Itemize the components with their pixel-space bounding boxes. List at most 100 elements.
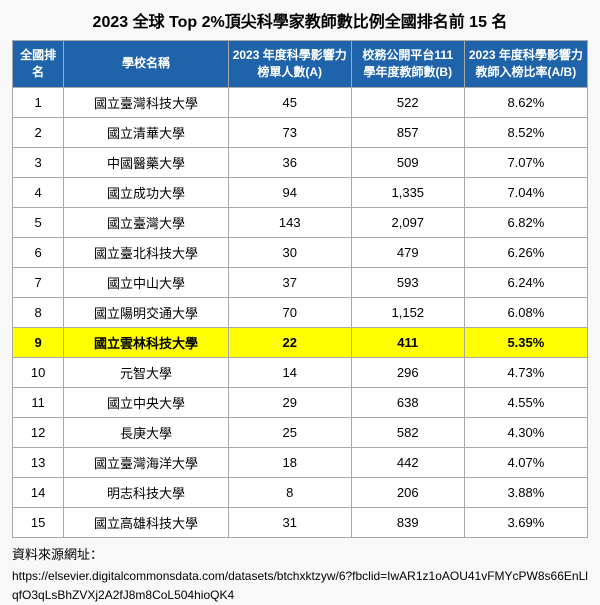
cell-ratio: 7.04%	[464, 177, 587, 207]
cell-name: 國立成功大學	[64, 177, 228, 207]
table-row: 10元智大學142964.73%	[13, 357, 588, 387]
table-row: 7國立中山大學375936.24%	[13, 267, 588, 297]
cell-a: 45	[228, 87, 351, 117]
cell-rank: 6	[13, 237, 64, 267]
cell-b: 839	[351, 507, 464, 537]
cell-b: 479	[351, 237, 464, 267]
cell-ratio: 4.73%	[464, 357, 587, 387]
cell-name: 長庚大學	[64, 417, 228, 447]
cell-name: 國立臺灣大學	[64, 207, 228, 237]
cell-a: 8	[228, 477, 351, 507]
table-row: 9國立雲林科技大學224115.35%	[13, 327, 588, 357]
header-ratio: 2023 年度科學影響力教師入榜比率(A/B)	[464, 41, 587, 88]
cell-name: 元智大學	[64, 357, 228, 387]
cell-b: 442	[351, 447, 464, 477]
table-row: 1國立臺灣科技大學455228.62%	[13, 87, 588, 117]
cell-name: 國立中山大學	[64, 267, 228, 297]
table-row: 11國立中央大學296384.55%	[13, 387, 588, 417]
cell-b: 638	[351, 387, 464, 417]
cell-a: 22	[228, 327, 351, 357]
cell-b: 857	[351, 117, 464, 147]
ranking-table: 全國排名 學校名稱 2023 年度科學影響力榜單人數(A) 校務公開平台111 …	[12, 40, 588, 538]
cell-name: 國立臺灣海洋大學	[64, 447, 228, 477]
cell-ratio: 8.62%	[464, 87, 587, 117]
cell-rank: 10	[13, 357, 64, 387]
header-col-a: 2023 年度科學影響力榜單人數(A)	[228, 41, 351, 88]
cell-a: 94	[228, 177, 351, 207]
table-row: 15國立高雄科技大學318393.69%	[13, 507, 588, 537]
cell-ratio: 4.55%	[464, 387, 587, 417]
cell-b: 1,335	[351, 177, 464, 207]
table-row: 2國立清華大學738578.52%	[13, 117, 588, 147]
cell-ratio: 4.30%	[464, 417, 587, 447]
cell-b: 1,152	[351, 297, 464, 327]
cell-a: 30	[228, 237, 351, 267]
cell-rank: 14	[13, 477, 64, 507]
cell-rank: 11	[13, 387, 64, 417]
cell-b: 522	[351, 87, 464, 117]
cell-ratio: 8.52%	[464, 117, 587, 147]
cell-name: 國立高雄科技大學	[64, 507, 228, 537]
cell-rank: 4	[13, 177, 64, 207]
cell-ratio: 3.69%	[464, 507, 587, 537]
cell-rank: 5	[13, 207, 64, 237]
cell-a: 29	[228, 387, 351, 417]
cell-name: 國立雲林科技大學	[64, 327, 228, 357]
cell-name: 中國醫藥大學	[64, 147, 228, 177]
cell-rank: 1	[13, 87, 64, 117]
cell-rank: 15	[13, 507, 64, 537]
cell-b: 582	[351, 417, 464, 447]
cell-ratio: 4.07%	[464, 447, 587, 477]
table-row: 14明志科技大學82063.88%	[13, 477, 588, 507]
table-row: 5國立臺灣大學1432,0976.82%	[13, 207, 588, 237]
cell-name: 國立陽明交通大學	[64, 297, 228, 327]
cell-rank: 13	[13, 447, 64, 477]
source-url: https://elsevier.digitalcommonsdata.com/…	[12, 567, 588, 605]
cell-a: 18	[228, 447, 351, 477]
cell-b: 296	[351, 357, 464, 387]
cell-a: 37	[228, 267, 351, 297]
cell-b: 509	[351, 147, 464, 177]
cell-ratio: 6.82%	[464, 207, 587, 237]
cell-rank: 2	[13, 117, 64, 147]
cell-ratio: 6.26%	[464, 237, 587, 267]
cell-b: 411	[351, 327, 464, 357]
header-name: 學校名稱	[64, 41, 228, 88]
cell-rank: 3	[13, 147, 64, 177]
table-row: 4國立成功大學941,3357.04%	[13, 177, 588, 207]
cell-ratio: 7.07%	[464, 147, 587, 177]
table-row: 13國立臺灣海洋大學184424.07%	[13, 447, 588, 477]
cell-b: 2,097	[351, 207, 464, 237]
header-row: 全國排名 學校名稱 2023 年度科學影響力榜單人數(A) 校務公開平台111 …	[13, 41, 588, 88]
cell-a: 143	[228, 207, 351, 237]
cell-a: 14	[228, 357, 351, 387]
table-row: 6國立臺北科技大學304796.26%	[13, 237, 588, 267]
table-row: 3中國醫藥大學365097.07%	[13, 147, 588, 177]
table-row: 12長庚大學255824.30%	[13, 417, 588, 447]
cell-ratio: 6.24%	[464, 267, 587, 297]
cell-name: 國立臺灣科技大學	[64, 87, 228, 117]
table-body: 1國立臺灣科技大學455228.62%2國立清華大學738578.52%3中國醫…	[13, 87, 588, 537]
table-row: 8國立陽明交通大學701,1526.08%	[13, 297, 588, 327]
cell-b: 593	[351, 267, 464, 297]
cell-rank: 7	[13, 267, 64, 297]
header-rank: 全國排名	[13, 41, 64, 88]
cell-a: 70	[228, 297, 351, 327]
cell-a: 73	[228, 117, 351, 147]
page-title: 2023 全球 Top 2%頂尖科學家教師數比例全國排名前 15 名	[12, 8, 588, 32]
cell-a: 31	[228, 507, 351, 537]
cell-rank: 9	[13, 327, 64, 357]
cell-ratio: 5.35%	[464, 327, 587, 357]
header-col-b: 校務公開平台111 學年度教師數(B)	[351, 41, 464, 88]
cell-ratio: 6.08%	[464, 297, 587, 327]
cell-b: 206	[351, 477, 464, 507]
cell-a: 25	[228, 417, 351, 447]
cell-name: 明志科技大學	[64, 477, 228, 507]
cell-name: 國立臺北科技大學	[64, 237, 228, 267]
cell-ratio: 3.88%	[464, 477, 587, 507]
cell-name: 國立清華大學	[64, 117, 228, 147]
cell-name: 國立中央大學	[64, 387, 228, 417]
source-label: 資料來源網址：	[12, 544, 588, 563]
cell-a: 36	[228, 147, 351, 177]
cell-rank: 8	[13, 297, 64, 327]
